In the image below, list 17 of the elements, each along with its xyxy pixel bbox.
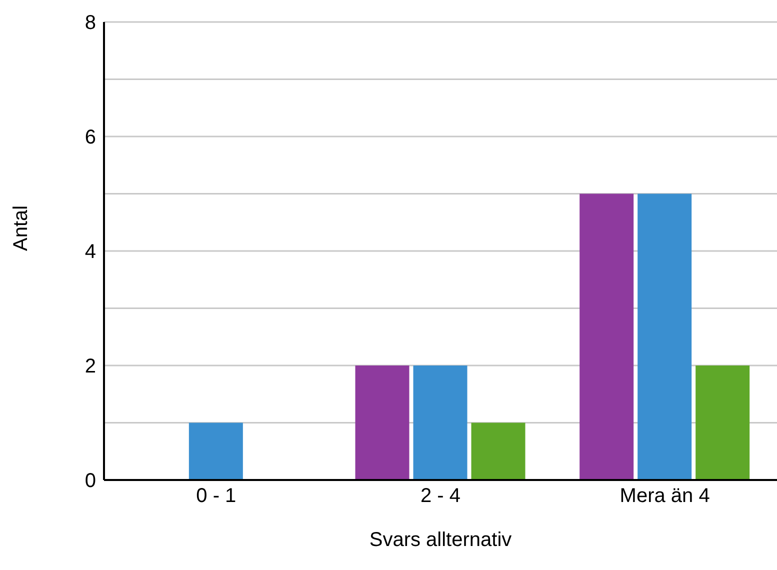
bar bbox=[638, 194, 692, 480]
y-tick-label: 0 bbox=[84, 470, 96, 492]
bar bbox=[696, 366, 750, 480]
x-tick-label: 2 - 4 bbox=[420, 485, 461, 508]
bar bbox=[413, 366, 468, 480]
bar bbox=[580, 194, 634, 480]
x-tick-label: Mera än 4 bbox=[620, 485, 710, 508]
bar bbox=[188, 422, 243, 480]
y-tick-label: 6 bbox=[84, 126, 96, 149]
y-tick-label: 8 bbox=[84, 12, 96, 34]
y-tick-label: 2 bbox=[84, 356, 96, 378]
x-axis-title: Svars allternativ bbox=[369, 529, 512, 551]
bar bbox=[355, 366, 410, 480]
y-tick-label: 4 bbox=[84, 241, 96, 264]
y-axis-title: Antal bbox=[10, 205, 32, 251]
x-tick-label: 0 - 1 bbox=[196, 485, 236, 508]
bar bbox=[471, 422, 526, 480]
